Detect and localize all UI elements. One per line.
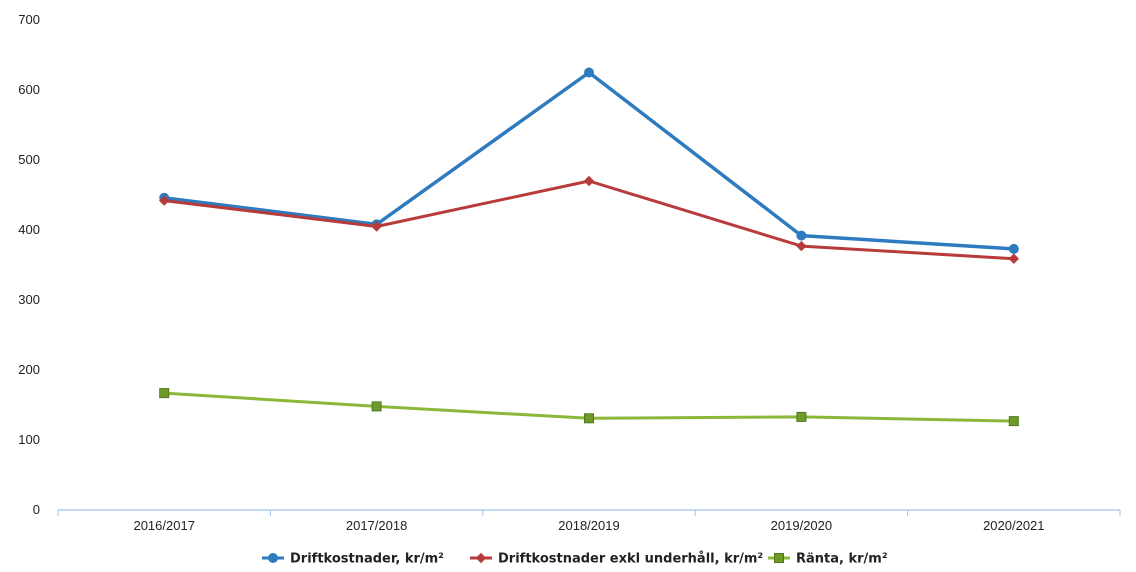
x-tick-label: 2020/2021	[983, 518, 1044, 533]
data-point	[371, 401, 382, 412]
legend-marker	[475, 552, 487, 564]
series-1	[159, 67, 1019, 254]
legend-item: Ränta, kr/m²	[768, 552, 888, 567]
x-axis: 2016/2017 2017/2018 2018/2019 2019/2020 2020…	[57, 509, 1121, 533]
y-tick-label: 500	[18, 152, 40, 167]
legend-marker	[774, 553, 784, 563]
data-point	[796, 411, 807, 422]
y-tick-label: 700	[18, 12, 40, 27]
series-3	[159, 388, 1019, 427]
data-point	[583, 175, 595, 187]
data-point	[371, 221, 382, 232]
y-tick-label: 300	[18, 292, 40, 307]
y-tick-label: 200	[18, 362, 40, 377]
legend: Driftkostnader, kr/m² Driftkostnader exkl…	[262, 552, 888, 567]
x-tick-label: 2019/2020	[771, 518, 832, 533]
series-line	[164, 179, 1014, 261]
series-line	[163, 70, 1014, 251]
data-point	[1008, 416, 1019, 427]
y-tick-label: 0	[33, 502, 40, 517]
x-tick-label: 2017/2018	[346, 518, 407, 533]
y-tick-label: 600	[18, 82, 40, 97]
series-layer	[158, 67, 1020, 427]
data-point	[796, 230, 807, 241]
y-tick-label: 100	[18, 432, 40, 447]
data-point	[1008, 243, 1019, 254]
legend-label: Driftkostnader, kr/m²	[290, 552, 444, 567]
data-point	[584, 67, 594, 78]
y-axis: 0 100 200 300 400 500 600 700	[18, 12, 40, 517]
data-point	[1008, 253, 1020, 264]
legend-item: Driftkostnader, kr/m²	[262, 552, 444, 567]
data-point	[158, 195, 170, 206]
x-tick-label: 2018/2019	[558, 518, 619, 533]
x-tick-label: 2016/2017	[133, 518, 194, 533]
data-point	[159, 388, 170, 399]
series-2	[158, 175, 1020, 264]
legend-label: Ränta, kr/m²	[796, 552, 888, 567]
legend-item: Driftkostnader exkl underhåll, kr/m²	[470, 552, 763, 567]
y-tick-label: 400	[18, 222, 40, 237]
legend-label: Driftkostnader exkl underhåll, kr/m²	[498, 552, 763, 567]
data-point	[584, 413, 594, 424]
legend-marker	[268, 553, 278, 563]
data-point	[796, 240, 807, 252]
